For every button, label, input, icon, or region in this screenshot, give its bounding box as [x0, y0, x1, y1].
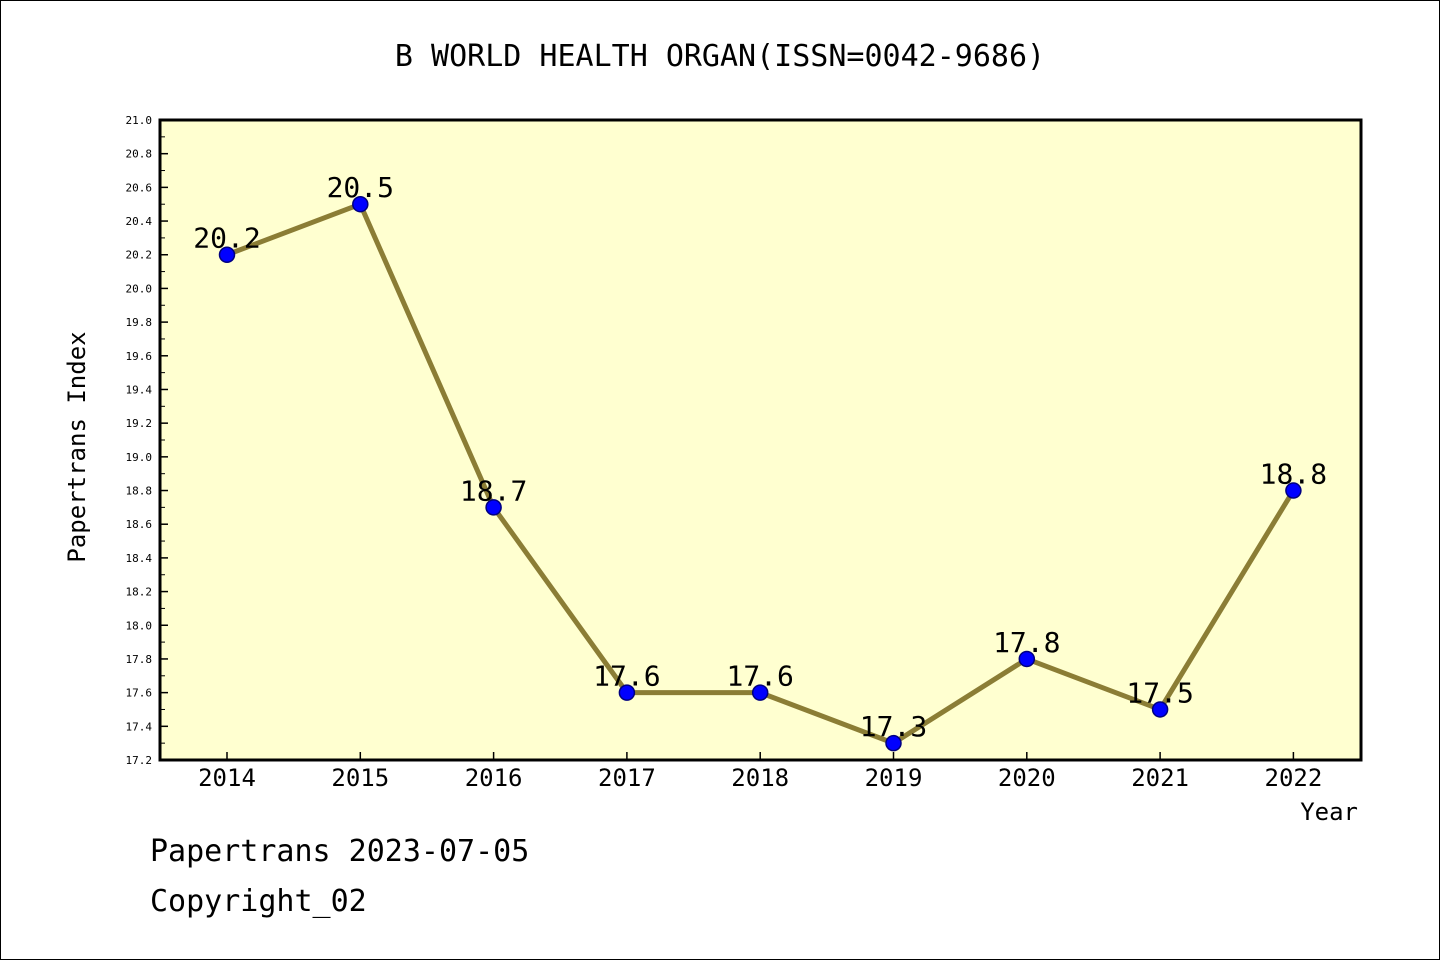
y-tick-label: 17.2: [126, 754, 153, 767]
data-point: [485, 499, 502, 516]
data-point: [1151, 701, 1169, 718]
y-axis-label: Papertrans Index: [63, 331, 91, 562]
data-label: 20.2: [193, 222, 260, 255]
x-tick-label: 2016: [465, 764, 523, 792]
footer-date: Papertrans 2023-07-05: [150, 834, 530, 869]
data-point: [751, 684, 769, 701]
data-labels: 20.2 20.5 18.7 17.6 17.6 17.3 17.8 17.5 18.8: [193, 171, 1327, 743]
x-tick-label: 2021: [1131, 764, 1189, 792]
data-point: [618, 684, 636, 701]
data-label: 18.7: [460, 474, 527, 507]
x-tick-label: 2018: [731, 764, 789, 792]
data-markers: [218, 195, 1302, 752]
data-label: 17.8: [993, 626, 1060, 659]
data-label: 17.5: [1126, 676, 1193, 709]
y-tick-label: 19.8: [126, 316, 153, 329]
y-tick-label: 20.8: [126, 148, 153, 161]
x-tick-label: 2015: [331, 764, 389, 792]
data-point: [1285, 482, 1302, 499]
footer-copyright: Copyright_02: [150, 884, 367, 919]
y-tick-label: 18.0: [126, 619, 153, 632]
x-tick-label: 2017: [598, 764, 656, 792]
data-point: [885, 734, 902, 752]
x-axis: 2014 2015 2016 2017 2018 2019 2020 2021 2022: [198, 752, 1322, 792]
y-tick-label: 18.4: [126, 552, 153, 565]
x-tick-label: 2022: [1265, 764, 1323, 792]
x-tick-label: 2020: [998, 764, 1056, 792]
y-axis: 17.2 17.4 17.6 17.8 18.0 18.2 18.4 18.6 18.8 19.0…: [126, 114, 168, 767]
data-point: [218, 246, 236, 263]
data-label: 20.5: [327, 171, 394, 204]
y-tick-label: 20.4: [126, 215, 153, 228]
x-tick-label: 2019: [865, 764, 923, 792]
x-tick-label: 2014: [198, 764, 256, 792]
y-tick-label: 20.2: [126, 249, 153, 262]
data-label: 17.3: [860, 710, 927, 743]
y-tick-label: 17.8: [126, 653, 153, 666]
y-tick-label: 20.0: [126, 282, 153, 295]
y-tick-label: 19.6: [126, 350, 153, 363]
y-tick-label: 20.6: [126, 181, 153, 194]
y-tick-label: 18.2: [126, 586, 153, 599]
plot-area: [158, 118, 1363, 762]
y-tick-label: 17.4: [126, 720, 153, 733]
y-tick-label: 21.0: [126, 114, 153, 127]
data-label: 17.6: [726, 660, 793, 693]
data-point: [1018, 650, 1036, 668]
y-tick-label: 18.6: [126, 518, 153, 531]
y-tick-label: 19.0: [126, 451, 153, 464]
y-tick-label: 19.4: [126, 383, 153, 396]
data-point: [352, 195, 369, 213]
y-tick-label: 17.6: [126, 687, 153, 700]
chart-title: B WORLD HEALTH ORGAN(ISSN=0042-9686): [395, 39, 1045, 74]
y-tick-label: 19.2: [126, 417, 153, 430]
x-axis-label: Year: [1300, 798, 1358, 826]
data-label: 18.8: [1260, 458, 1327, 491]
data-label: 17.6: [593, 660, 660, 693]
y-tick-label: 18.8: [126, 485, 153, 498]
